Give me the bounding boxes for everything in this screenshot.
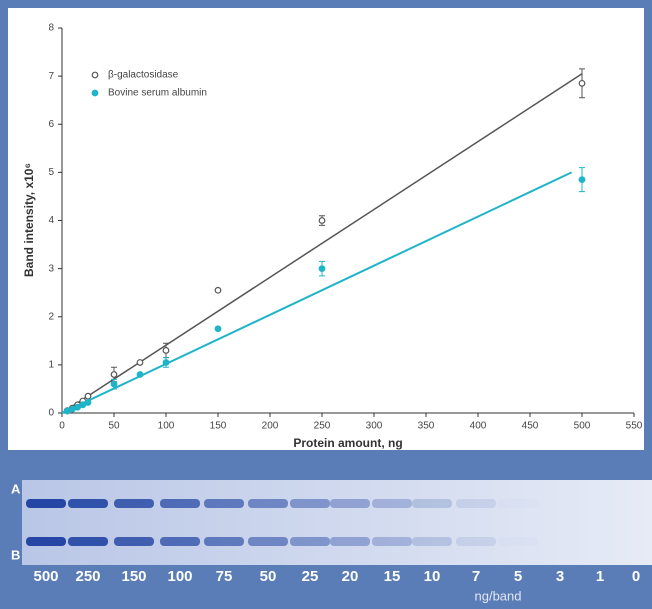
y-tick-label: 0 <box>48 408 54 419</box>
x-tick-label: 350 <box>418 421 435 432</box>
gel-band <box>412 499 452 508</box>
data-point <box>137 372 143 378</box>
data-point <box>111 381 117 387</box>
gel-band <box>498 537 538 546</box>
y-tick-label: 8 <box>48 23 54 34</box>
gel-band <box>330 499 370 508</box>
gel-band <box>204 499 244 508</box>
gel-image <box>22 480 652 565</box>
y-tick-label: 1 <box>48 360 54 371</box>
lane-label: 3 <box>556 568 564 585</box>
y-tick-label: 3 <box>48 263 54 274</box>
lane-label: 500 <box>33 568 58 585</box>
page: {"chart_data":{"type":"scatter","x_label… <box>0 0 652 604</box>
gel-band <box>68 537 108 546</box>
lane-label: 15 <box>384 568 401 585</box>
gel-band <box>456 537 496 546</box>
gel-band <box>372 537 412 546</box>
gel-band <box>330 537 370 546</box>
legend-label: Bovine serum albumin <box>108 88 207 99</box>
gel-band <box>372 499 412 508</box>
gel-band <box>160 537 200 546</box>
gel-band <box>68 499 108 508</box>
y-axis-label: Band intensity, x10⁶ <box>22 163 36 277</box>
lane-label: 0 <box>632 568 640 585</box>
gel-band <box>114 499 154 508</box>
data-point <box>319 266 325 272</box>
gel-unit: ng/band <box>475 588 522 603</box>
figure: ng/band 01234567805010015020025030035040… <box>0 0 652 604</box>
x-tick-label: 300 <box>366 421 383 432</box>
gel-row-label: A <box>11 481 21 496</box>
lane-label: 75 <box>216 568 233 585</box>
legend-marker <box>92 72 98 78</box>
x-tick-label: 550 <box>626 421 643 432</box>
lane-label: 5 <box>514 568 522 585</box>
data-point <box>579 177 585 183</box>
y-tick-label: 6 <box>48 119 54 130</box>
gel-band <box>248 537 288 546</box>
y-tick-label: 4 <box>48 215 54 226</box>
x-tick-label: 200 <box>262 421 279 432</box>
data-point <box>163 348 169 354</box>
legend-label: β-galactosidase <box>108 70 179 81</box>
data-point <box>215 326 221 332</box>
gel-band <box>26 537 66 546</box>
gel-band <box>204 537 244 546</box>
x-tick-label: 450 <box>522 421 539 432</box>
lane-label: 50 <box>260 568 277 585</box>
x-tick-label: 0 <box>59 421 65 432</box>
y-tick-label: 2 <box>48 311 54 322</box>
legend-marker <box>92 90 98 96</box>
lane-label: 250 <box>75 568 100 585</box>
y-tick-label: 5 <box>48 167 54 178</box>
x-tick-label: 250 <box>314 421 331 432</box>
gel-band <box>456 499 496 508</box>
gel-band <box>290 499 330 508</box>
lane-label: 20 <box>342 568 359 585</box>
data-point <box>319 218 325 224</box>
data-point <box>85 400 91 406</box>
lane-label: 150 <box>121 568 146 585</box>
lane-label: 25 <box>302 568 319 585</box>
gel-band <box>248 499 288 508</box>
data-point <box>215 287 221 293</box>
chart-panel <box>8 8 644 450</box>
gel-band <box>26 499 66 508</box>
gel-band <box>290 537 330 546</box>
data-point <box>137 360 143 366</box>
y-tick-label: 7 <box>48 71 54 82</box>
data-point <box>579 81 585 87</box>
gel-band <box>498 499 538 508</box>
lane-label: 10 <box>424 568 441 585</box>
data-point <box>111 372 117 378</box>
data-point <box>163 360 169 366</box>
lane-label: 7 <box>472 568 480 585</box>
gel-band <box>412 537 452 546</box>
x-tick-label: 150 <box>210 421 227 432</box>
gel-band <box>160 499 200 508</box>
x-tick-label: 100 <box>158 421 175 432</box>
gel-band <box>114 537 154 546</box>
lane-label: 1 <box>596 568 604 585</box>
gel-row-label: B <box>11 547 20 562</box>
x-tick-label: 500 <box>574 421 591 432</box>
data-point <box>85 393 91 399</box>
lane-label: 100 <box>167 568 192 585</box>
x-tick-label: 400 <box>470 421 487 432</box>
x-axis-label: Protein amount, ng <box>293 436 402 450</box>
x-tick-label: 50 <box>108 421 120 432</box>
